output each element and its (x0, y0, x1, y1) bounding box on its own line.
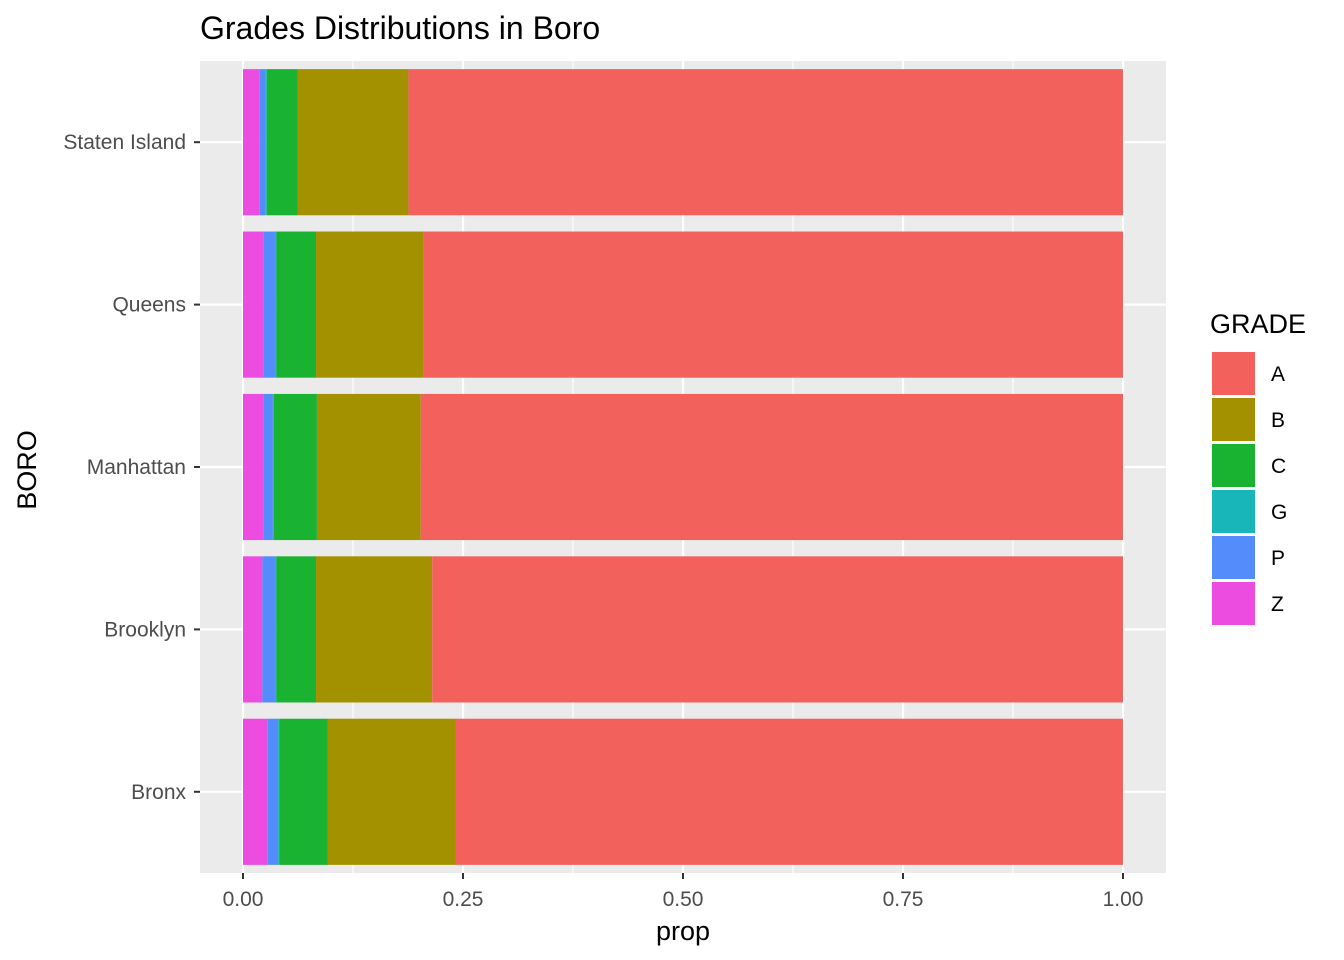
bar-segment-staten-island-b (297, 69, 409, 216)
y-tick-label: Manhattan (87, 456, 186, 479)
bar-segment-staten-island-c (266, 69, 298, 216)
bar-segment-queens-a (423, 231, 1123, 378)
legend-label: P (1271, 547, 1285, 570)
x-tick-label: 0.75 (883, 888, 924, 911)
x-tick-label: 0.50 (663, 888, 704, 911)
axes: 0.00 0.25 0.50 0.75 1.00 Bronx Brooklyn Manhatt… (63, 131, 1143, 911)
bar-segment-queens-c (276, 231, 317, 378)
bar-segment-queens-z (243, 231, 264, 378)
y-tick-label: Staten Island (63, 131, 186, 154)
chart-title: Grades Distributions in Boro (200, 10, 600, 46)
legend-label: B (1271, 409, 1285, 432)
y-axis-title: BORO (12, 430, 42, 510)
bar-segment-staten-island-a (408, 69, 1123, 216)
legend-key-a (1212, 352, 1255, 395)
bar-segment-brooklyn-a (432, 556, 1123, 703)
bar-segment-manhattan-z (243, 393, 264, 541)
bar-segment-queens-g (275, 231, 277, 378)
legend-label: G (1271, 501, 1287, 524)
bar-segment-bronx-p (267, 718, 279, 865)
bar-segment-bronx-c (279, 718, 328, 865)
y-tick-label: Bronx (131, 781, 186, 804)
bar-segment-brooklyn-p (262, 556, 276, 703)
x-axis-title: prop (656, 916, 710, 946)
bars-layer (243, 69, 1124, 865)
x-tick-label: 1.00 (1103, 888, 1144, 911)
legend-key-c (1212, 444, 1255, 487)
bar-segment-brooklyn-g (275, 556, 277, 703)
bar-segment-manhattan-a (420, 393, 1123, 541)
legend-key-g (1212, 490, 1255, 533)
bar-segment-bronx-a (455, 718, 1124, 865)
legend-label: C (1271, 455, 1286, 478)
bar-segment-brooklyn-b (316, 556, 433, 703)
bar-segment-bronx-b (327, 718, 456, 865)
bar-segment-staten-island-p (259, 69, 266, 216)
x-tick-label: 0.25 (443, 888, 484, 911)
legend-label: Z (1271, 593, 1284, 616)
bar-segment-brooklyn-c (276, 556, 317, 703)
y-tick-label: Brooklyn (104, 618, 186, 641)
y-tick-label: Queens (112, 294, 186, 317)
bar-segment-staten-island-z (243, 69, 260, 216)
bar-segment-staten-island-g (265, 69, 267, 216)
bar-segment-brooklyn-z (243, 556, 263, 703)
bar-segment-manhattan-c (273, 393, 317, 541)
bar-segment-manhattan-p (263, 393, 273, 541)
x-tick-label: 0.00 (223, 888, 264, 911)
bar-segment-bronx-z (243, 718, 268, 865)
legend-key-z (1212, 582, 1255, 625)
bar-segment-queens-b (316, 231, 424, 378)
legend-key-p (1212, 536, 1255, 579)
bar-segment-manhattan-g (272, 393, 274, 541)
bar-segment-manhattan-b (316, 393, 421, 541)
legend-key-b (1212, 398, 1255, 441)
bar-segment-queens-p (263, 231, 276, 378)
legend-title: GRADE (1210, 309, 1306, 339)
legend-label: A (1271, 363, 1285, 386)
bar-segment-bronx-g (278, 718, 280, 865)
